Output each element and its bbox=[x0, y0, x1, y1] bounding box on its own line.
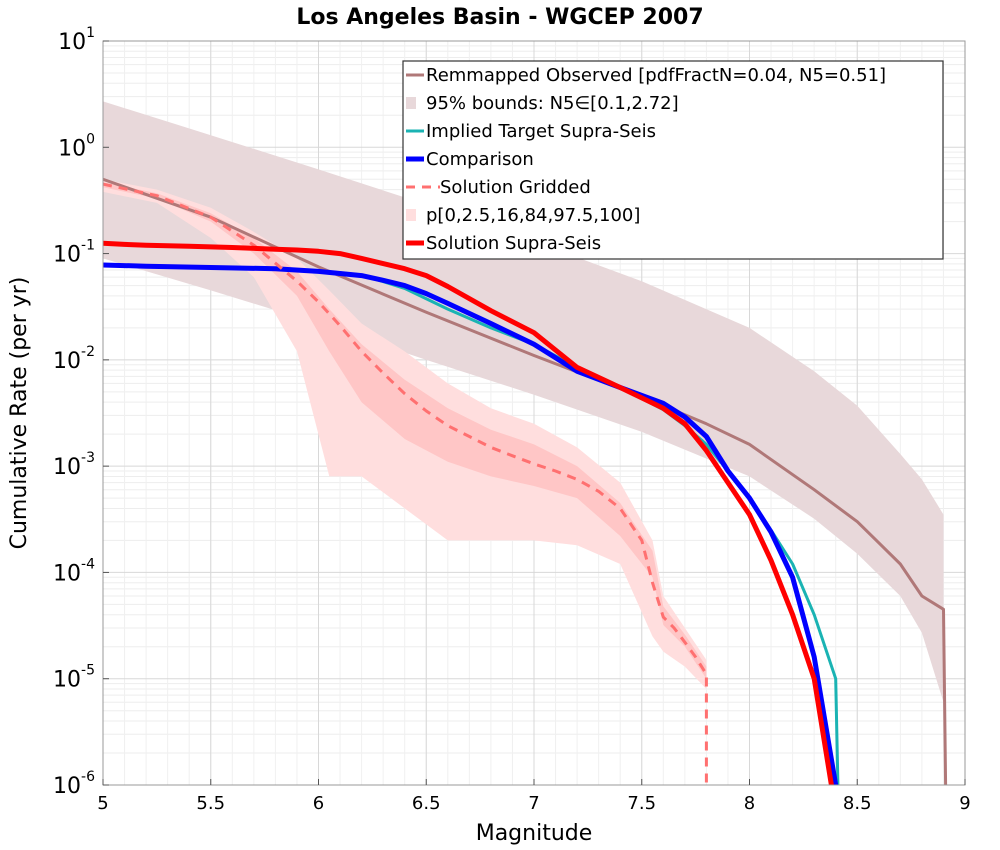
legend-label: Solution Supra-Seis bbox=[426, 233, 601, 254]
x-tick-label: 8.5 bbox=[843, 793, 872, 814]
y-tick-label: 10-1 bbox=[53, 238, 95, 268]
legend: Remmapped Observed [pdfFractN=0.04, N5=0… bbox=[402, 60, 944, 260]
legend-label: Comparison bbox=[426, 149, 534, 170]
x-tick-label: 8 bbox=[744, 793, 755, 814]
y-tick-label: 10-2 bbox=[53, 344, 95, 374]
series-layer bbox=[103, 177, 948, 785]
legend-box bbox=[402, 60, 944, 260]
x-axis-label: Magnitude bbox=[476, 821, 593, 846]
series-line-0 bbox=[103, 177, 948, 785]
x-tick-label: 6 bbox=[313, 793, 324, 814]
y-tick-label: 10-3 bbox=[53, 450, 95, 480]
y-axis-ticks: 101 100 10-1 10-2 10-3 10-4 10-5 10-6 bbox=[53, 25, 109, 799]
band-2 bbox=[103, 182, 707, 679]
y-tick-label: 10-6 bbox=[53, 769, 95, 799]
series-line-2 bbox=[103, 262, 839, 785]
x-tick-label: 9 bbox=[959, 793, 970, 814]
legend-swatch bbox=[406, 209, 416, 221]
legend-label: Remmapped Observed [pdfFractN=0.04, N5=0… bbox=[426, 65, 886, 86]
legend-label: 95% bounds: N5∈[0.1,2.72] bbox=[426, 93, 679, 114]
legend-swatch bbox=[406, 97, 416, 109]
plot-area bbox=[103, 101, 948, 785]
y-tick-label: 100 bbox=[58, 131, 95, 161]
legend-label: Solution Gridded bbox=[440, 177, 591, 198]
x-tick-label: 7.5 bbox=[627, 793, 656, 814]
x-tick-label: 5.5 bbox=[196, 793, 225, 814]
x-tick-label: 7 bbox=[528, 793, 539, 814]
y-tick-label: 101 bbox=[58, 25, 95, 55]
x-axis-ticks: 5 5.5 6 6.5 7 7.5 8 8.5 9 bbox=[97, 779, 971, 814]
x-tick-label: 6.5 bbox=[412, 793, 441, 814]
chart-title: Los Angeles Basin - WGCEP 2007 bbox=[296, 5, 703, 30]
y-tick-label: 10-4 bbox=[53, 556, 95, 586]
y-tick-label: 10-5 bbox=[53, 663, 95, 693]
legend-label: p[0,2.5,16,84,97.5,100] bbox=[426, 205, 640, 226]
legend-label: Implied Target Supra-Seis bbox=[426, 121, 656, 142]
series-line-4 bbox=[103, 240, 834, 785]
y-axis-label: Cumulative Rate (per yr) bbox=[7, 277, 32, 550]
x-tick-label: 5 bbox=[97, 793, 108, 814]
